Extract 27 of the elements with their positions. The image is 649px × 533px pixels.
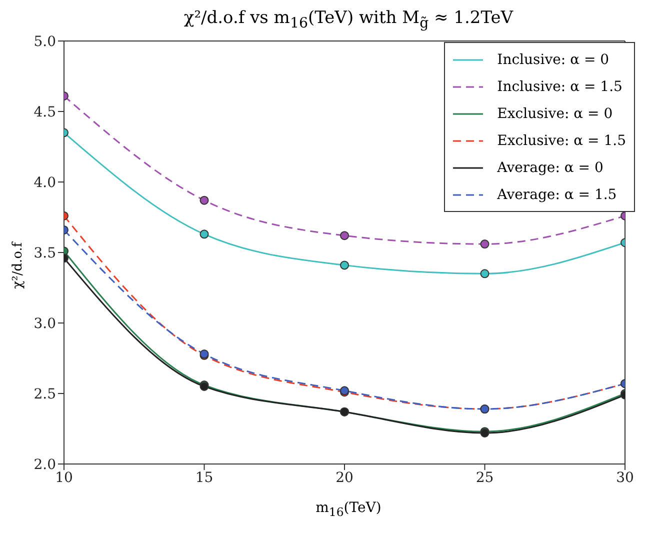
x-tick-label: 25 [476, 470, 494, 486]
point [200, 196, 209, 205]
point [340, 260, 349, 270]
y-tick-label: 2.5 [34, 386, 56, 402]
chart-title: χ²/d.o.f vs m$_{16}$(TeV) with M$_{g̃}$ ≈ 1.2TeV [182, 8, 514, 32]
point [480, 269, 490, 278]
legend-label: Average: α = 1.5 [497, 186, 617, 202]
y-tick-label: 4.5 [34, 104, 56, 120]
point [340, 231, 349, 240]
y-axis-title: χ²/d.o.f [10, 242, 26, 288]
y-tick-label: 5.0 [34, 34, 56, 50]
point [480, 240, 490, 249]
x-axis-title: m$_{16}$(TeV) [314, 500, 382, 519]
y-tick-label: 4.0 [34, 174, 56, 191]
y-tick-label: 3.0 [34, 316, 56, 332]
x-tick-label: 30 [616, 470, 634, 486]
x-tick-label: 15 [195, 470, 214, 486]
legend-label: Exclusive: α = 0 [497, 106, 613, 122]
y-tick-label: 2.0 [34, 456, 56, 473]
x-tick-label: 20 [336, 470, 354, 486]
legend-label: Exclusive: α = 1.5 [497, 132, 626, 148]
point [200, 230, 209, 239]
y-tick-label: 3.5 [34, 245, 56, 262]
legend-label: Average: α = 0 [497, 160, 604, 176]
x-tick-label: 10 [55, 470, 73, 486]
legend-label: Inclusive: α = 1.5 [497, 78, 622, 94]
legend-label: Inclusive: α = 0 [497, 52, 610, 68]
